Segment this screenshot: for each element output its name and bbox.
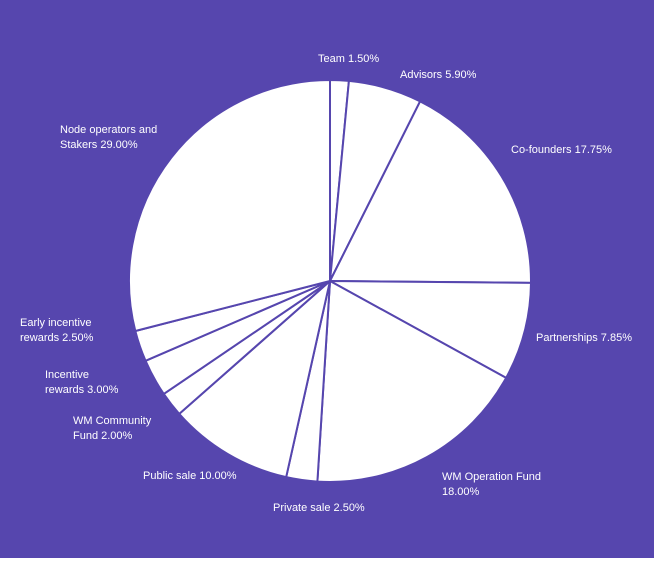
slice-label-wm-community-fund: WM Community Fund 2.00% [73, 415, 152, 442]
slice-label-co-founders: Co-founders 17.75% [511, 144, 612, 156]
pie-slice-node-operators-and-stakers [128, 79, 331, 332]
pie-labels: Team 1.50% Advisors 5.90% Co-founders 17.7… [20, 53, 632, 514]
slice-label-advisors: Advisors 5.90% [400, 69, 477, 81]
slice-label-wm-operation-fund: WM Operation Fund 18.00% [442, 471, 541, 498]
slice-label-team: Team 1.50% [318, 53, 379, 65]
pie-slice-public-sale [178, 280, 331, 479]
pie-slice-partnerships [329, 280, 532, 379]
slice-label-early-incentive-rewards: Early incentive rewards 2.50% [20, 317, 94, 344]
slice-label-public-sale: Public sale 10.00% [143, 470, 237, 482]
slice-label-incentive-rewards: Incentive rewards 3.00% [45, 369, 119, 396]
pie-slice-wm-operation-fund [316, 280, 508, 483]
pie-slices [128, 78, 532, 483]
slice-label-node-operators-and-stakers: Node operators and Stakers 29.00% [60, 124, 157, 151]
pie-slice-co-founders [329, 100, 532, 284]
slice-label-private-sale: Private sale 2.50% [273, 502, 365, 514]
slice-label-partnerships: Partnerships 7.85% [536, 332, 632, 344]
